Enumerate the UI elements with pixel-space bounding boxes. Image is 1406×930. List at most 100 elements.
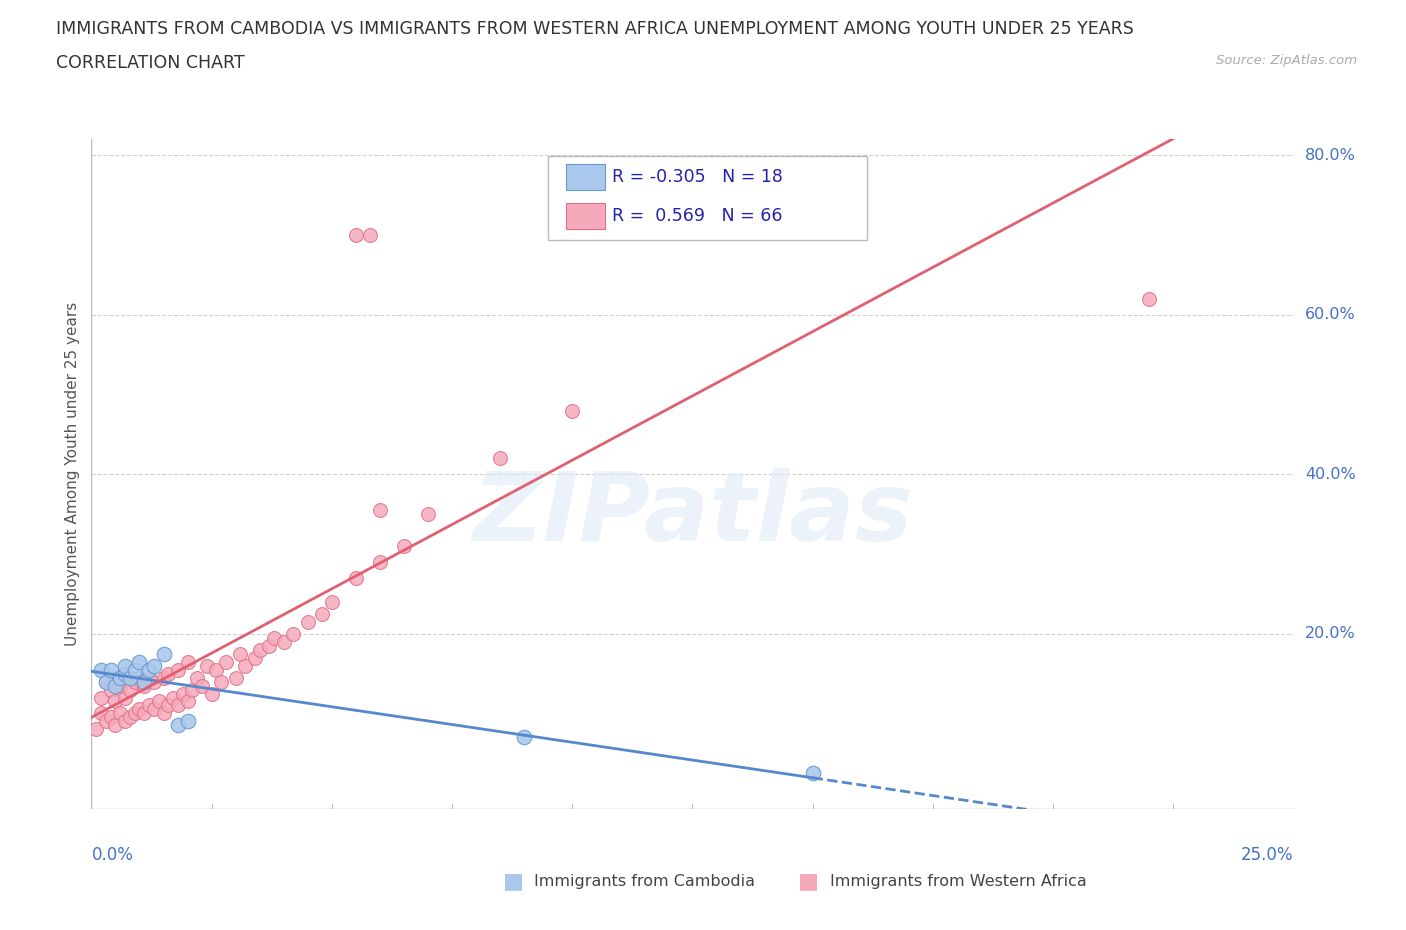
Point [124,706,146,721]
Point [142,658,165,673]
Point [124,674,146,689]
Point [114,690,136,705]
Point [100,682,122,697]
Y-axis label: Unemployment Among Youth under 25 years: Unemployment Among Youth under 25 years [65,302,80,646]
Point [186,671,208,685]
Point [138,662,160,677]
Point [104,718,127,733]
Point [100,710,122,724]
Point [90,690,112,705]
Point [311,606,333,621]
Point [148,694,170,709]
Point [249,643,271,658]
Text: Immigrants from Western Africa: Immigrants from Western Africa [830,874,1087,889]
Point [134,678,156,693]
Point [157,666,180,681]
Point [167,662,190,677]
Point [104,678,127,693]
Point [152,706,174,721]
Point [167,698,190,713]
Text: CORRELATION CHART: CORRELATION CHART [56,54,245,72]
Point [152,646,174,661]
Point [110,706,132,721]
Point [321,594,343,609]
Point [392,538,415,553]
Point [134,706,156,721]
Text: 0.0%: 0.0% [91,846,134,864]
Text: R =  0.569   N = 66: R = 0.569 N = 66 [612,206,782,225]
Point [84,722,107,737]
Point [152,671,174,685]
Point [128,702,150,717]
Text: Source: ZipAtlas.com: Source: ZipAtlas.com [1216,54,1357,67]
Point [205,662,228,677]
Text: 60.0%: 60.0% [1305,308,1355,323]
Text: ZIPatlas: ZIPatlas [472,468,912,561]
Text: IMMIGRANTS FROM CAMBODIA VS IMMIGRANTS FROM WESTERN AFRICA UNEMPLOYMENT AMONG YO: IMMIGRANTS FROM CAMBODIA VS IMMIGRANTS F… [56,20,1135,38]
Point [176,694,198,709]
Point [114,714,136,729]
Point [229,646,252,661]
Text: 80.0%: 80.0% [1305,148,1355,163]
Text: ■: ■ [799,871,818,892]
Point [191,678,214,693]
Point [128,671,150,685]
Point [561,403,583,418]
FancyBboxPatch shape [567,165,605,191]
Text: 20.0%: 20.0% [1305,626,1355,641]
Point [94,674,117,689]
Text: ■: ■ [503,871,523,892]
Point [263,631,285,645]
Point [118,671,141,685]
FancyBboxPatch shape [567,203,605,229]
Point [114,666,136,681]
Text: 25.0%: 25.0% [1241,846,1294,864]
Point [142,702,165,717]
Point [233,658,256,673]
Point [259,638,281,653]
Point [114,658,136,673]
Point [243,650,266,665]
Point [176,714,198,729]
Point [162,690,184,705]
Point [416,507,439,522]
Point [172,686,194,701]
Point [801,765,824,780]
Point [201,686,224,701]
Point [118,682,141,697]
Point [195,658,218,673]
Point [114,666,136,681]
Point [181,682,204,697]
Point [513,730,536,745]
Point [273,634,295,649]
Point [359,228,381,243]
Text: Immigrants from Cambodia: Immigrants from Cambodia [534,874,755,889]
Point [124,662,146,677]
Point [283,626,305,641]
Text: R = -0.305   N = 18: R = -0.305 N = 18 [612,168,783,186]
Point [138,698,160,713]
Point [104,694,127,709]
Point [94,674,117,689]
Point [209,674,232,689]
FancyBboxPatch shape [548,156,866,240]
Point [90,706,112,721]
Point [489,451,512,466]
Point [215,654,238,669]
Point [368,554,391,569]
Point [134,674,156,689]
Point [167,718,190,733]
Point [225,671,247,685]
Text: 40.0%: 40.0% [1305,467,1355,482]
Point [344,570,367,585]
Point [142,674,165,689]
Point [297,615,319,630]
Point [344,228,367,243]
Point [94,714,117,729]
Point [1137,291,1160,306]
Point [104,671,127,685]
Point [90,662,112,677]
Point [100,662,122,677]
Point [128,654,150,669]
Point [138,671,160,685]
